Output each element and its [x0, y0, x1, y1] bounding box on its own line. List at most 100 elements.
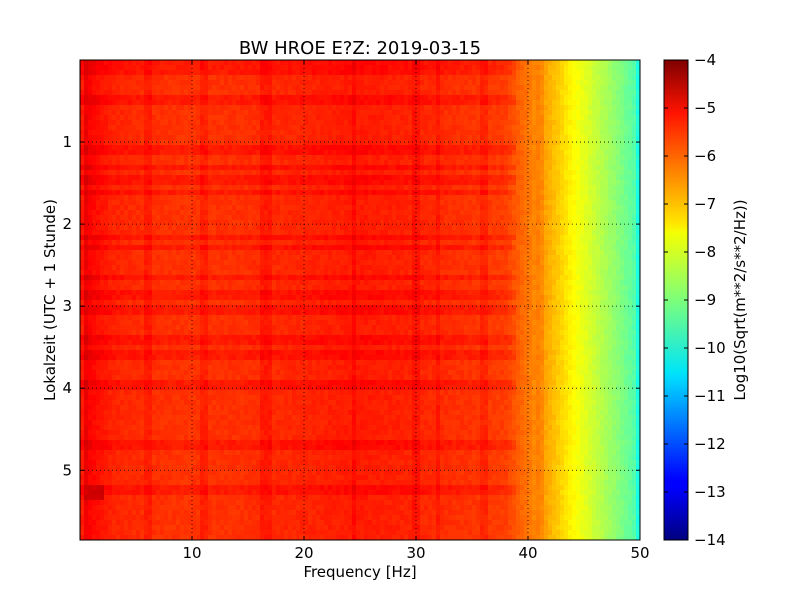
heatmap-cell — [220, 130, 225, 136]
heatmap-cell — [420, 150, 425, 156]
heatmap-cell — [220, 90, 225, 96]
heatmap-cell — [304, 85, 309, 91]
heatmap-cell — [460, 215, 465, 221]
heatmap-cell — [472, 85, 477, 91]
heatmap-cell — [96, 60, 101, 66]
heatmap-cell — [484, 95, 489, 101]
heatmap-cell — [284, 140, 289, 146]
heatmap-cell — [352, 145, 357, 151]
heatmap-cell — [352, 110, 357, 116]
heatmap-cell — [588, 190, 593, 196]
heatmap-cell — [284, 110, 289, 116]
heatmap-cell — [548, 70, 553, 76]
heatmap-cell — [396, 110, 401, 116]
heatmap-cell — [92, 200, 97, 206]
heatmap-cell — [476, 210, 481, 216]
heatmap-cell — [540, 125, 545, 131]
heatmap-cell — [296, 160, 301, 166]
heatmap-cell — [132, 145, 137, 151]
heatmap-cell — [536, 150, 541, 156]
heatmap-cell — [348, 180, 353, 186]
heatmap-cell — [500, 215, 505, 221]
heatmap-cell — [492, 145, 497, 151]
heatmap-cell — [620, 205, 625, 211]
heatmap-cell — [216, 160, 221, 166]
heatmap-cell — [140, 155, 145, 161]
heatmap-cell — [324, 225, 329, 231]
heatmap-cell — [360, 75, 365, 81]
heatmap-cell — [120, 155, 125, 161]
heatmap-cell — [480, 85, 485, 91]
heatmap-cell — [164, 225, 169, 231]
heatmap-cell — [156, 60, 161, 66]
heatmap-cell — [408, 80, 413, 86]
heatmap-cell — [404, 115, 409, 121]
heatmap-cell — [256, 115, 261, 121]
heatmap-cell — [568, 115, 573, 121]
heatmap-cell — [484, 215, 489, 221]
heatmap-cell — [388, 205, 393, 211]
heatmap-cell — [88, 95, 93, 101]
heatmap-cell — [480, 230, 485, 236]
heatmap-cell — [260, 185, 265, 191]
heatmap-cell — [332, 160, 337, 166]
heatmap-cell — [428, 125, 433, 131]
heatmap-cell — [236, 230, 241, 236]
heatmap-cell — [388, 100, 393, 106]
heatmap-cell — [572, 135, 577, 141]
heatmap-cell — [636, 125, 640, 131]
heatmap-cell — [564, 60, 569, 66]
heatmap-cell — [320, 205, 325, 211]
heatmap-cell — [160, 90, 165, 96]
heatmap-cell — [632, 180, 637, 186]
heatmap-cell — [288, 140, 293, 146]
heatmap-cell — [484, 120, 489, 126]
heatmap-cell — [576, 215, 581, 221]
heatmap-cell — [332, 60, 337, 66]
heatmap-cell — [216, 230, 221, 236]
heatmap-cell — [412, 95, 417, 101]
heatmap-cell — [476, 150, 481, 156]
heatmap-cell — [552, 70, 557, 76]
heatmap-cell — [544, 210, 549, 216]
heatmap-cell — [112, 100, 117, 106]
heatmap-cell — [116, 60, 121, 66]
heatmap-cell — [556, 220, 561, 226]
heatmap-cell — [332, 85, 337, 91]
heatmap-cell — [468, 205, 473, 211]
heatmap-cell — [184, 185, 189, 191]
heatmap-cell — [420, 65, 425, 71]
heatmap-cell — [588, 210, 593, 216]
heatmap-cell — [624, 230, 629, 236]
heatmap-cell — [292, 110, 297, 116]
heatmap-cell — [444, 80, 449, 86]
heatmap-cell — [416, 185, 421, 191]
heatmap-cell — [532, 70, 537, 76]
heatmap-cell — [556, 170, 561, 176]
heatmap-cell — [388, 90, 393, 96]
heatmap-cell — [604, 125, 609, 131]
heatmap-cell — [284, 225, 289, 231]
heatmap-cell — [552, 180, 557, 186]
heatmap-cell — [316, 205, 321, 211]
heatmap-cell — [344, 235, 349, 241]
heatmap-cell — [512, 100, 517, 106]
heatmap-cell — [416, 165, 421, 171]
heatmap-cell — [264, 220, 269, 226]
heatmap-cell — [484, 65, 489, 71]
heatmap-cell — [384, 95, 389, 101]
heatmap-cell — [400, 105, 405, 111]
heatmap-cell — [528, 125, 533, 131]
heatmap-cell — [212, 125, 217, 131]
heatmap-cell — [396, 135, 401, 141]
heatmap-cell — [600, 190, 605, 196]
heatmap-cell — [408, 135, 413, 141]
heatmap-cell — [236, 135, 241, 141]
heatmap-cell — [92, 120, 97, 126]
heatmap-cell — [588, 220, 593, 226]
heatmap-cell — [96, 110, 101, 116]
heatmap-cell — [160, 110, 165, 116]
heatmap-cell — [580, 205, 585, 211]
heatmap-cell — [320, 140, 325, 146]
heatmap-cell — [580, 210, 585, 216]
